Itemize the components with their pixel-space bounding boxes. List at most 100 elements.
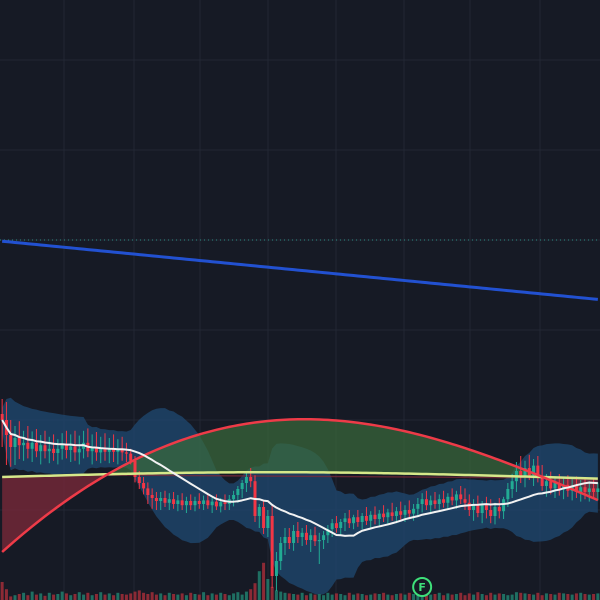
candle-body <box>249 477 253 482</box>
volume-bar <box>472 594 476 600</box>
volume-bar <box>172 594 176 600</box>
candle-body <box>424 499 428 506</box>
volume-bar <box>56 594 60 600</box>
candle-body <box>107 448 111 452</box>
volume-bar <box>352 594 356 600</box>
candle-body <box>352 517 356 524</box>
candle-body <box>232 495 236 500</box>
candle-body <box>129 453 133 461</box>
candle-body <box>112 448 116 452</box>
volume-bar <box>506 595 510 600</box>
volume-bar <box>553 594 557 600</box>
volume-bar <box>429 594 433 600</box>
volume-bar <box>369 594 373 600</box>
volume-bar <box>334 593 338 600</box>
candle-body <box>22 442 26 446</box>
candle-body <box>502 499 506 512</box>
candle-body <box>446 496 450 503</box>
candle-body <box>476 504 480 513</box>
volume-bar <box>86 592 90 600</box>
candle-body <box>43 445 47 452</box>
volume-bar <box>326 592 330 600</box>
volume-bar <box>343 595 347 600</box>
candle-body <box>279 543 283 561</box>
candle-body <box>407 510 411 514</box>
candle-body <box>364 516 368 521</box>
volume-bar <box>463 595 467 600</box>
candle-body <box>240 483 244 489</box>
candle-body <box>214 501 218 507</box>
candle-body <box>553 483 557 489</box>
volume-bar <box>103 594 107 600</box>
volume-bar <box>129 593 133 600</box>
volume-bar <box>373 593 377 600</box>
candle-body <box>9 435 13 447</box>
candle-body <box>266 516 270 528</box>
volume-bar <box>583 594 587 600</box>
candle-body <box>120 448 124 453</box>
candle-body <box>154 498 158 501</box>
volume-bar <box>587 594 591 600</box>
volume-bar <box>557 592 561 600</box>
candle-body <box>142 483 146 489</box>
candle-body <box>159 498 163 501</box>
candle-body <box>454 494 458 501</box>
event-marker-icon <box>412 577 433 597</box>
volume-bar <box>184 595 188 600</box>
volume-bar <box>210 593 214 600</box>
candle-body <box>30 442 34 449</box>
volume-bar <box>407 592 411 600</box>
volume-bar <box>283 592 287 600</box>
volume-bar <box>43 595 47 600</box>
volume-bar <box>570 594 574 600</box>
candle-body <box>163 498 167 503</box>
volume-bar <box>446 593 450 600</box>
volume-bar <box>377 594 381 600</box>
volume-bar <box>502 594 506 600</box>
candle-body <box>377 513 381 519</box>
volume-bar <box>223 594 227 600</box>
candle-body <box>583 487 587 492</box>
candle-body <box>420 499 424 504</box>
candle-body <box>390 512 394 516</box>
candle-body <box>343 518 347 522</box>
volume-bar <box>300 592 304 600</box>
candle-body <box>480 505 484 513</box>
candle-body <box>386 512 390 518</box>
volume-bar <box>514 592 518 600</box>
volume-bar <box>489 592 493 600</box>
volume-bar <box>236 592 240 600</box>
candle-body <box>292 531 296 543</box>
candle-body <box>296 531 300 537</box>
volume-bar <box>60 591 64 600</box>
candle-body <box>450 496 454 501</box>
volume-bar <box>364 595 368 600</box>
candle-body <box>116 448 120 452</box>
volume-bar <box>26 595 30 600</box>
candle-body <box>69 446 73 450</box>
candle-body <box>13 438 17 447</box>
candle-body <box>146 488 150 495</box>
candle-body <box>34 442 38 452</box>
volume-bar <box>544 593 548 600</box>
volume-bar <box>189 592 193 600</box>
volume-bar <box>317 594 321 600</box>
volume-bar <box>240 594 244 600</box>
volume-bar <box>227 595 231 600</box>
volume-bar <box>69 595 73 600</box>
candle-body <box>0 414 4 420</box>
candle-body <box>180 500 184 506</box>
volume-bar <box>296 594 300 600</box>
volume-bar <box>82 594 86 600</box>
candle-body <box>274 561 278 576</box>
volume-bar <box>394 594 398 600</box>
volume-bar <box>360 594 364 600</box>
candle-body <box>150 495 154 498</box>
volume-bar <box>467 593 471 600</box>
volume-bar <box>454 594 458 600</box>
candle-body <box>562 484 566 490</box>
volume-bar <box>480 594 484 600</box>
volume-bar <box>532 594 536 600</box>
